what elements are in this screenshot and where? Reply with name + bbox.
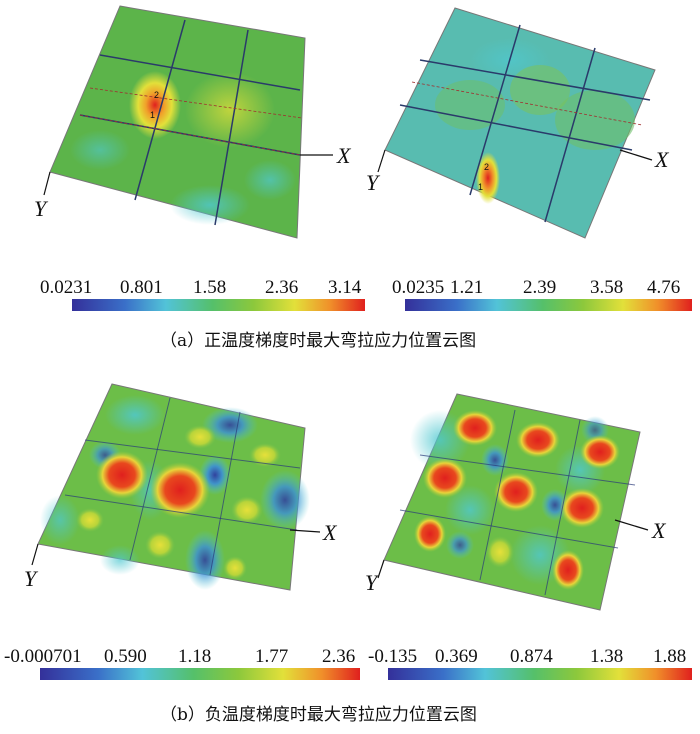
colorbar-tick-label: 0.369 [435,646,478,667]
contour-plot-a-left: 2 1 X Y [34,5,352,239]
colorbar-tick-label: 2.39 [523,277,556,298]
y-axis-line [377,559,385,579]
point-label: 2 [484,162,489,172]
colorbar-tick-label: -0.135 [368,646,417,667]
x-axis-label: X [654,147,670,172]
x-axis-line [289,529,321,533]
y-axis-label: Y [24,566,39,591]
x-axis-line [614,519,649,531]
point-label: 1 [150,110,155,120]
colorbar-tick-label: -0.000701 [4,646,82,667]
y-axis-label: Y [365,570,380,595]
contour-plot-b-right: X Y [365,393,667,611]
point-label: 2 [154,90,159,100]
colorbar-tick-label: 1.58 [193,277,226,298]
y-axis-line [377,149,386,173]
colorbar-b-left: -0.000701 0.590 1.18 1.77 2.36 [4,646,360,680]
colorbar-gradient [388,668,692,680]
colorbar-tick-label: 0.0235 [392,277,444,298]
y-axis-label: Y [366,170,381,195]
y-axis-label: Y [34,196,49,221]
contour-plot-b-left: X Y [24,383,338,591]
colorbar-gradient [40,668,360,680]
colorbar-tick-label: 0.874 [510,646,553,667]
colorbar-gradient [72,299,365,311]
colorbar-tick-label: 2.36 [265,277,298,298]
colorbar-b-right: -0.135 0.369 0.874 1.38 1.88 [368,646,692,680]
colorbar-tick-label: 0.801 [120,277,163,298]
colorbar-gradient [405,299,692,311]
x-axis-label: X [322,520,338,545]
point-label: 1 [478,182,483,192]
colorbar-tick-label: 4.76 [647,277,680,298]
colorbar-tick-label: 0.590 [104,646,147,667]
contour-plot-a-right: 2 1 X Y [366,7,670,239]
colorbar-tick-label: 2.36 [322,646,355,667]
colorbar-tick-label: 3.58 [590,277,623,298]
y-axis-line [31,543,39,566]
x-axis-label: X [336,143,352,168]
colorbar-tick-label: 1.77 [255,646,288,667]
y-axis-line [43,171,51,196]
x-axis-line [619,149,653,161]
colorbar-tick-label: 1.38 [590,646,623,667]
colorbar-a-right: 0.0235 1.21 2.39 3.58 4.76 [392,277,692,311]
colorbar-tick-label: 1.88 [653,646,686,667]
caption-b: （b）负温度梯度时最大弯拉应力位置云图 [160,705,477,725]
caption-a: （a）正温度梯度时最大弯拉应力位置云图 [160,331,476,351]
colorbar-tick-label: 3.14 [328,277,362,298]
colorbar-a-left: 0.0231 0.801 1.58 2.36 3.14 [40,277,365,311]
colorbar-tick-label: 1.21 [450,277,483,298]
colorbar-tick-label: 1.18 [178,646,211,667]
x-axis-label: X [651,518,667,543]
colorbar-tick-label: 0.0231 [40,277,92,298]
